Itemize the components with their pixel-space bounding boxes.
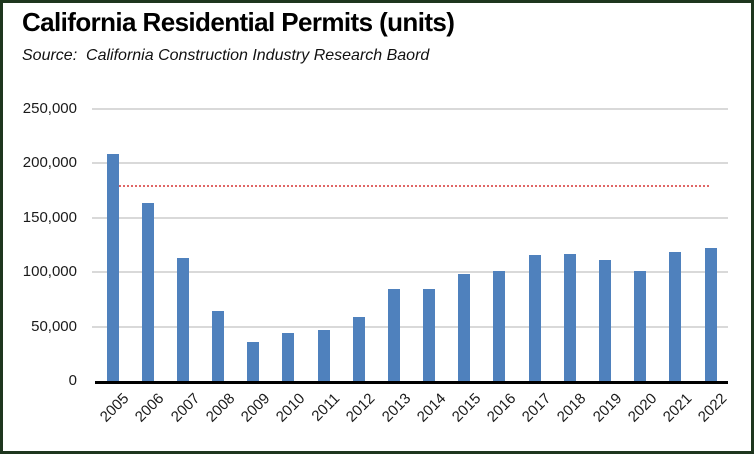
y-tick-label-50000: 50,000 [31, 317, 77, 335]
bar-slot-2005 [95, 109, 130, 381]
bar-slot-2007 [165, 109, 200, 381]
bar-slot-2009 [236, 109, 271, 381]
bar-slot-2018 [552, 109, 587, 381]
bar-slot-2022 [693, 109, 728, 381]
x-tick-label-2022: 2022 [694, 390, 731, 426]
x-tick-label-2020: 2020 [624, 390, 661, 426]
bar-2009 [247, 341, 260, 381]
bar-2012 [352, 316, 365, 381]
x-tick-label-2015: 2015 [448, 390, 485, 426]
bar-2016 [493, 271, 506, 381]
bar-2022 [704, 248, 717, 381]
bar-slot-2015 [447, 109, 482, 381]
bar-2018 [563, 253, 576, 381]
bar-slot-2017 [517, 109, 552, 381]
x-tick-label-2006: 2006 [132, 390, 168, 426]
x-tick-label-2014: 2014 [413, 390, 450, 426]
y-tick-label-250000: 250,000 [22, 100, 77, 117]
bar-2007 [176, 258, 189, 381]
bar-2019 [598, 260, 611, 381]
gridline-250000 [92, 108, 728, 110]
y-tick-label-200000: 200,000 [22, 154, 77, 172]
bar-slot-2014 [412, 109, 447, 381]
x-tick-label-2008: 2008 [202, 390, 239, 426]
y-tick-label-0: 0 [68, 372, 77, 389]
bar-2008 [212, 311, 225, 381]
bar-slot-2021 [658, 109, 693, 381]
y-axis-labels: 0 50,000 100,000 150,000 200,000 250,000 [3, 3, 77, 451]
x-tick-label-2021: 2021 [659, 390, 696, 426]
x-tick-label-2016: 2016 [483, 390, 520, 426]
chart-title: California Residential Permits (units) [22, 7, 455, 37]
bars-container [95, 109, 728, 381]
bar-2014 [423, 288, 436, 381]
bar-slot-2016 [482, 109, 517, 381]
bar-2020 [634, 271, 647, 381]
bar-slot-2011 [306, 109, 341, 381]
reference-line-180k [107, 185, 710, 188]
x-tick-label-2019: 2019 [589, 390, 625, 426]
x-tick-label-2013: 2013 [378, 390, 414, 426]
x-tick-label-2010: 2010 [272, 390, 309, 426]
bar-slot-2010 [271, 109, 306, 381]
x-tick-label-2007: 2007 [167, 390, 203, 426]
x-tick-label-2005: 2005 [96, 390, 133, 426]
bar-2015 [458, 274, 471, 381]
x-tick-label-2011: 2011 [308, 390, 344, 425]
bar-2006 [141, 202, 154, 381]
bar-slot-2020 [623, 109, 658, 381]
plot-area [92, 108, 728, 384]
bar-slot-2012 [341, 109, 376, 381]
bar-2013 [387, 288, 400, 381]
bar-slot-2013 [376, 109, 411, 381]
gridline-200000 [92, 162, 728, 165]
bar-2010 [282, 333, 295, 381]
gridline-50000 [92, 325, 728, 328]
bar-2021 [669, 251, 682, 381]
y-tick-label-150000: 150,000 [22, 208, 77, 226]
y-tick-label-100000: 100,000 [22, 263, 77, 281]
bar-slot-2006 [130, 109, 165, 381]
bar-2017 [528, 254, 541, 381]
x-tick-label-2017: 2017 [518, 390, 555, 426]
bar-2005 [106, 153, 119, 381]
x-axis-labels: 2005 2006 2007 2008 2009 2010 2011 2012 2013 2014… [95, 387, 731, 451]
chart-source-note: Source: California Construction Industry… [22, 47, 430, 64]
bar-2011 [317, 329, 330, 381]
gridline-100000 [92, 271, 728, 274]
gridline-150000 [92, 216, 728, 219]
x-tick-label-2018: 2018 [554, 390, 590, 426]
bar-slot-2019 [587, 109, 622, 381]
bar-slot-2008 [201, 109, 236, 381]
x-tick-label-2012: 2012 [343, 390, 379, 426]
x-tick-label-2009: 2009 [237, 390, 274, 426]
